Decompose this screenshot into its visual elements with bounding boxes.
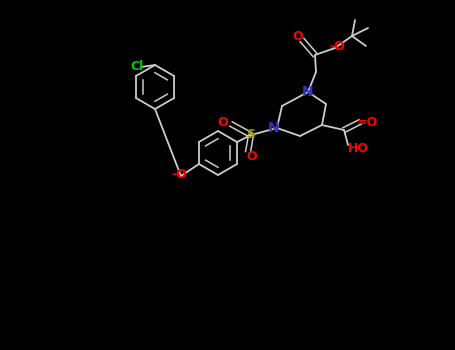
Text: HO: HO bbox=[348, 141, 369, 154]
Text: N: N bbox=[268, 121, 280, 135]
Text: Cl: Cl bbox=[131, 61, 144, 74]
Text: N: N bbox=[302, 85, 314, 99]
Text: O: O bbox=[247, 150, 258, 163]
Text: S: S bbox=[247, 128, 256, 141]
Text: -O: -O bbox=[171, 168, 187, 181]
Text: -O: -O bbox=[329, 40, 345, 52]
Text: =O: =O bbox=[356, 116, 378, 128]
Text: O: O bbox=[217, 116, 228, 128]
Text: O: O bbox=[293, 30, 303, 43]
